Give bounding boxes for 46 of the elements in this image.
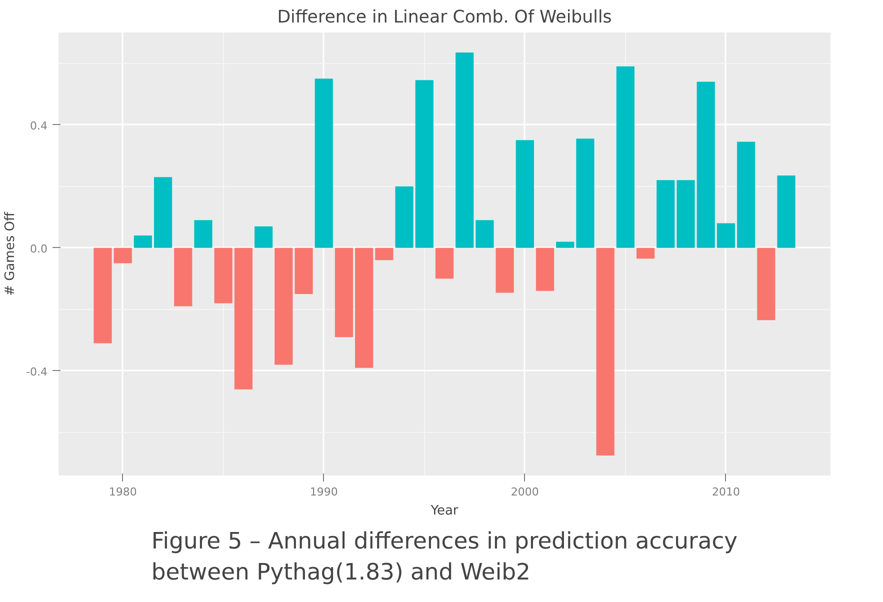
x-tick-label: 2010 xyxy=(712,486,740,498)
bar xyxy=(596,248,614,456)
bar xyxy=(194,220,212,248)
x-tick-label: 1980 xyxy=(108,486,137,498)
x-tick-label: 1990 xyxy=(310,486,338,498)
y-axis-title: # Games Off xyxy=(3,211,18,296)
bar xyxy=(556,242,574,248)
x-tick-label: 2000 xyxy=(510,486,539,498)
bar xyxy=(656,180,675,248)
bar xyxy=(395,186,414,248)
chart-title: Difference in Linear Comb. Of Weibulls xyxy=(277,8,612,28)
bar xyxy=(415,80,434,248)
y-tick-label: 0.0 xyxy=(30,242,48,256)
bar xyxy=(314,78,333,248)
bar xyxy=(636,248,655,259)
bar xyxy=(777,176,796,248)
bar xyxy=(114,248,132,264)
bar xyxy=(476,220,494,248)
x-axis-title: Year xyxy=(430,504,459,518)
bar xyxy=(334,248,354,338)
bar xyxy=(294,248,313,294)
y-tick-label: 0.4 xyxy=(30,119,48,132)
bar xyxy=(234,248,253,390)
bar xyxy=(94,248,112,344)
bar xyxy=(214,248,232,304)
bar xyxy=(757,248,776,320)
bar xyxy=(274,248,293,365)
bar xyxy=(254,226,273,248)
bar xyxy=(456,52,474,248)
bar xyxy=(696,82,715,248)
bar xyxy=(375,248,394,260)
caption: Figure 5 – Annual differences in prediction accuracy between Pythag(1.83) and Weib2 xyxy=(151,528,738,586)
bar xyxy=(516,140,534,248)
bar xyxy=(536,248,554,291)
bar xyxy=(435,248,454,279)
bar xyxy=(134,236,152,248)
bar xyxy=(616,66,634,248)
bar xyxy=(154,177,172,248)
bar xyxy=(355,248,374,368)
y-tick-label: -0.4 xyxy=(26,365,48,378)
bar xyxy=(174,248,192,306)
bar xyxy=(716,223,736,248)
bar xyxy=(576,138,594,248)
bar xyxy=(737,142,756,248)
bar xyxy=(676,180,695,248)
bar xyxy=(496,248,514,293)
